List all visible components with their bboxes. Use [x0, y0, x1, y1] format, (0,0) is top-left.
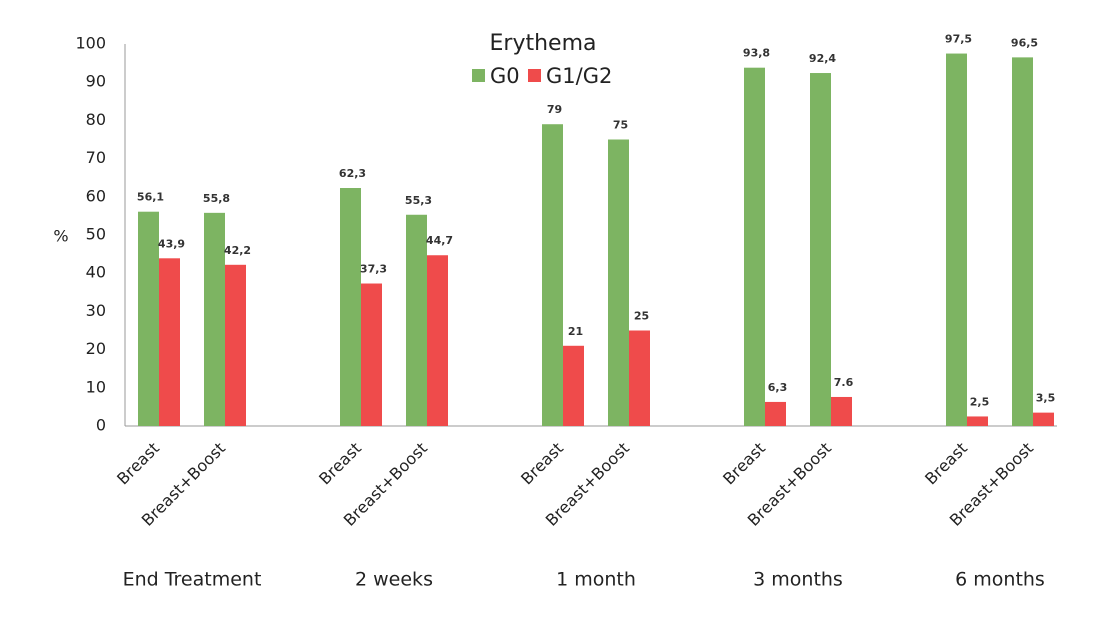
value-label: 43,9: [158, 237, 185, 250]
value-label: 92,4: [809, 52, 836, 65]
value-label: 96,5: [1011, 36, 1038, 49]
legend-label: G1/G2: [546, 64, 612, 88]
group-label: 2 weeks: [355, 569, 433, 591]
value-label: 93,8: [743, 47, 770, 60]
bar: [204, 212, 225, 426]
value-label: 6,3: [768, 381, 788, 394]
x-tick-label: Breast: [921, 439, 971, 489]
value-label: 2,5: [970, 395, 990, 408]
bar: [406, 214, 427, 426]
bar: [744, 67, 765, 427]
value-label: 55,3: [405, 194, 432, 207]
bar: [1012, 57, 1033, 427]
value-label: 44,7: [426, 234, 453, 247]
value-label: 21: [568, 325, 583, 338]
y-tick-label: 90: [86, 72, 106, 91]
bar: [542, 124, 563, 426]
bar: [810, 73, 831, 427]
x-tick-label: Breast: [517, 439, 567, 489]
x-tick-label: Breast: [719, 439, 769, 489]
y-tick-label: 30: [86, 301, 106, 320]
value-label: 56,1: [137, 191, 164, 204]
bar: [608, 139, 629, 426]
value-label: 25: [634, 310, 649, 323]
bar: [361, 283, 382, 426]
group-label: End Treatment: [123, 569, 262, 591]
y-tick-label: 80: [86, 110, 106, 129]
bar: [629, 330, 650, 426]
y-tick-label: 60: [86, 186, 106, 205]
value-label: 79: [547, 103, 562, 116]
value-label: 75: [613, 119, 628, 132]
y-tick-label: 20: [86, 339, 106, 358]
value-label: 37,3: [360, 263, 387, 276]
y-tick-label: 100: [75, 34, 106, 53]
group-label: 6 months: [955, 569, 1045, 591]
bar: [340, 188, 361, 426]
bar: [967, 416, 988, 426]
y-tick-label: 50: [86, 225, 106, 244]
y-tick-label: 40: [86, 263, 106, 282]
bar: [138, 211, 159, 426]
y-tick-label: 70: [86, 148, 106, 167]
y-tick-label: 0: [96, 416, 106, 435]
legend-label: G0: [490, 64, 520, 88]
bar: [427, 255, 448, 426]
bar: [765, 401, 786, 426]
value-label: 55,8: [203, 192, 230, 205]
x-tick-label: Breast: [113, 439, 163, 489]
y-axis-label: %: [53, 227, 68, 246]
value-label: 7.6: [834, 376, 854, 389]
bar: [159, 258, 180, 426]
group-label: 3 months: [753, 569, 843, 591]
bar: [831, 396, 852, 426]
chart-title: Erythema: [490, 31, 597, 56]
value-label: 97,5: [945, 33, 972, 46]
bar: [1033, 412, 1054, 426]
x-tick-label: Breast: [315, 439, 365, 489]
bar: [563, 345, 584, 426]
group-label: 1 month: [556, 569, 636, 591]
legend-swatch: [472, 69, 485, 82]
y-tick-label: 10: [86, 377, 106, 396]
bar: [946, 53, 967, 427]
value-label: 62,3: [339, 167, 366, 180]
legend-swatch: [528, 69, 541, 82]
value-label: 3,5: [1036, 392, 1056, 405]
bar: [225, 264, 246, 426]
value-label: 42,2: [224, 244, 251, 257]
